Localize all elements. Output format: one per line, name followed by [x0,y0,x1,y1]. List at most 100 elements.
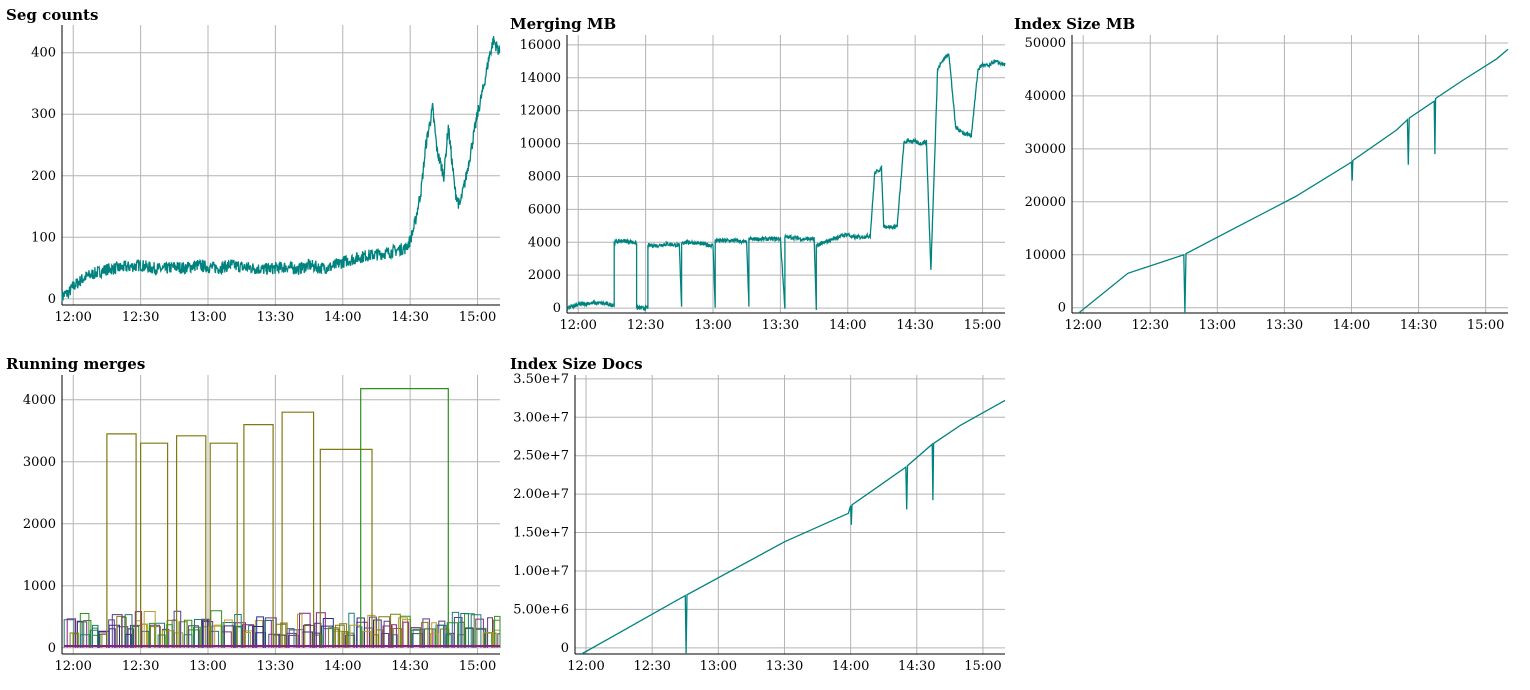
small-merge-pulse [303,624,315,648]
y-tick-label: 400 [31,46,56,61]
small-merge-pulse [134,611,143,648]
x-tick-label: 13:30 [762,318,799,333]
x-tick-label: 14:00 [1333,318,1370,333]
small-merge-pulse [183,619,193,648]
small-merge-pulse [157,634,166,648]
y-tick-label: 2000 [23,517,56,532]
x-tick-label: 12:30 [627,318,664,333]
y-tick-label: 0 [553,301,561,316]
small-merge-pulse [465,627,474,648]
y-tick-label: 12000 [520,104,561,119]
big-merge-pulse [140,442,169,648]
panel-title: Index Size Docs [510,355,643,373]
small-merge-pulse [402,621,409,648]
small-merge-pulse [92,627,98,648]
x-tick-label: 14:00 [324,659,361,674]
small-merges [63,610,501,648]
small-merge-pulse [475,618,484,648]
series-line [1078,48,1509,314]
small-merge-pulse [79,613,90,648]
small-merge-pulse [244,632,252,648]
small-merge-pulse [328,627,339,648]
small-merge-pulse [348,612,355,648]
y-tick-label: 2.00e+7 [513,487,569,502]
y-tick-label: 10000 [1025,248,1066,263]
y-tick-label: 3.50e+7 [513,372,569,387]
small-merge-pulse [339,623,348,648]
x-tick-label: 14:30 [391,310,428,325]
series-line [61,36,501,302]
y-tick-label: 8000 [528,169,561,184]
small-merge-pulse [341,631,349,648]
big-merge-pulse [176,435,207,648]
small-merge-pulse [421,621,429,648]
small-merge-pulse [72,633,79,648]
x-tick-label: 15:00 [964,659,1001,674]
x-tick-label: 13:00 [189,310,226,325]
small-merge-pulse [451,611,460,648]
small-merge-pulse [422,618,430,648]
small-merge-pulse [242,624,254,648]
x-tick-label: 13:30 [766,659,803,674]
series-line [581,399,1006,655]
y-tick-label: 3.00e+7 [513,410,569,425]
gridlines [62,375,500,654]
small-merge-pulse [183,634,193,648]
small-merge-pulse [268,633,281,648]
x-tick-label: 12:00 [567,659,604,674]
x-tick-label: 15:00 [459,310,496,325]
y-tick-label: 1.00e+7 [513,564,569,579]
panel-title: Running merges [6,355,146,373]
small-merge-pulse [410,629,421,648]
y-tick-label: 200 [31,169,56,184]
running-merges-chart: 12:00 12:30 13:00 13:30 14:00 14:30 15:00 0 1000… [23,375,501,674]
y-tick-label: 5.00e+6 [513,602,569,617]
big-merge-pulse [209,442,238,648]
series-line [566,52,1006,312]
small-merge-pulse [200,626,210,648]
x-tick-label: 15:00 [1467,318,1504,333]
small-merge-pulse [69,632,79,648]
big-merge-pulse [106,433,137,648]
small-merge-pulse [390,613,401,648]
x-tick-label: 14:00 [324,310,361,325]
x-tick-label: 13:00 [1199,318,1236,333]
x-tick-label: 13:30 [1266,318,1303,333]
x-tick-label: 15:00 [964,318,1001,333]
gridlines [575,375,1005,654]
small-merge-pulse [214,624,222,648]
y-tick-label: 0 [48,292,56,307]
big-merge-pulse [243,424,274,648]
y-tick-label: 4000 [23,393,56,408]
x-tick-label: 12:00 [1064,318,1101,333]
y-tick-label: 14000 [520,71,561,86]
gridlines [62,25,500,305]
small-merge-pulse [91,624,99,648]
small-merge-pulse [460,613,469,648]
x-tick-label: 14:30 [1400,318,1437,333]
gridlines [567,35,1005,313]
x-tick-label: 14:00 [832,659,869,674]
small-merge-pulse [124,614,133,648]
small-merge-pulse [203,621,214,648]
small-merge-pulse [383,620,391,648]
small-merge-pulse [188,625,199,648]
y-tick-label: 6000 [528,202,561,217]
small-merge-pulse [392,628,402,648]
x-tick-label: 13:30 [257,310,294,325]
small-merge-pulse [392,634,398,648]
y-tick-label: 1000 [23,579,56,594]
y-tick-label: 0 [48,641,56,656]
small-merge-pulse [411,633,423,648]
x-tick-label: 12:00 [54,659,91,674]
index-size-mb-chart: 12:00 12:30 13:00 13:30 14:00 14:30 15:00 0 1000… [1025,35,1509,333]
small-merge-pulse [470,614,482,648]
small-merge-pulse [494,615,501,648]
small-merge-pulse [482,632,494,648]
small-merge-pulse [286,632,297,648]
y-tick-label: 30000 [1025,142,1066,157]
y-tick-label: 300 [31,107,56,122]
y-tick-label: 20000 [1025,195,1066,210]
x-tick-label: 13:00 [189,659,226,674]
small-merge-pulse [166,624,173,648]
